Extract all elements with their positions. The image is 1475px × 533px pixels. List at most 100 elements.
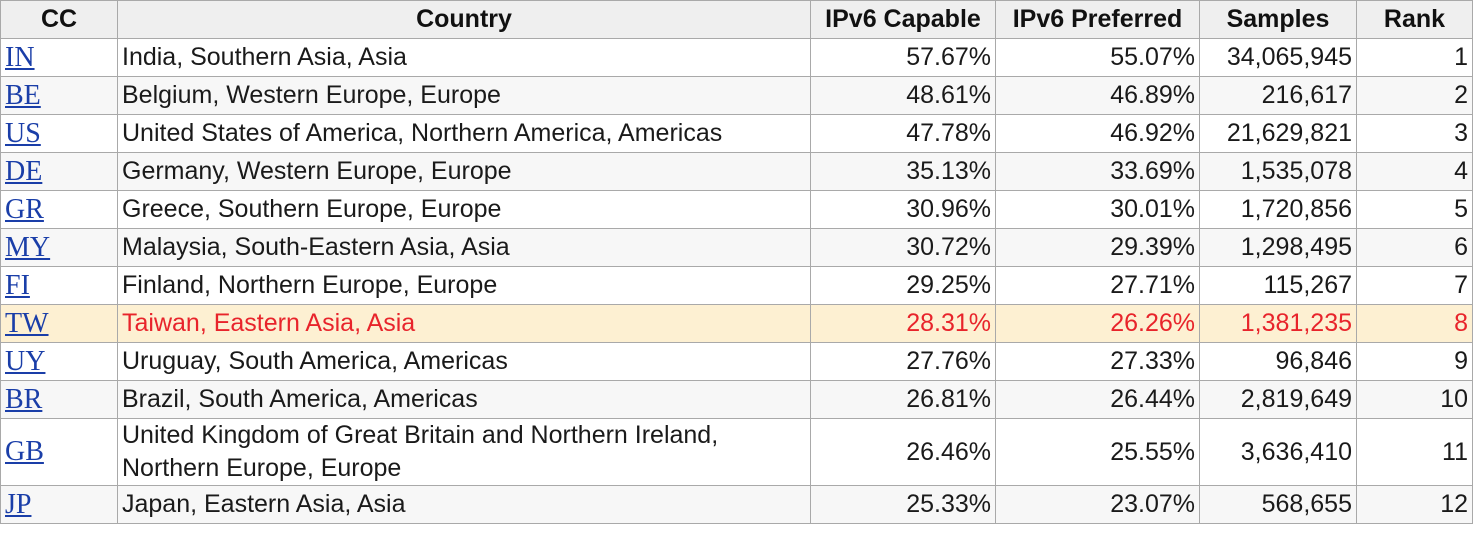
country-name-cell: India, Southern Asia, Asia [117, 38, 811, 77]
rank-cell: 7 [1356, 266, 1473, 305]
rank-cell: 12 [1356, 485, 1473, 524]
country-code-link[interactable]: IN [5, 41, 35, 73]
ipv6-preferred-cell: 26.44% [995, 380, 1200, 419]
ipv6-preferred-cell: 27.33% [995, 342, 1200, 381]
column-header-ipv6-preferred: IPv6 Preferred [995, 0, 1200, 39]
column-header-ipv6-capable: IPv6 Capable [810, 0, 996, 39]
country-code-link[interactable]: MY [5, 231, 51, 263]
ipv6-capable-cell: 48.61% [810, 76, 996, 115]
country-code-link[interactable]: FI [5, 269, 30, 301]
country-name-cell: Uruguay, South America, Americas [117, 342, 811, 381]
country-name-cell: Belgium, Western Europe, Europe [117, 76, 811, 115]
column-header-rank: Rank [1356, 0, 1473, 39]
country-code-cell: DE [0, 152, 118, 191]
rank-cell: 5 [1356, 190, 1473, 229]
ipv6-capable-cell: 25.33% [810, 485, 996, 524]
country-code-link[interactable]: JP [5, 488, 32, 520]
column-header-samples: Samples [1199, 0, 1357, 39]
ipv6-preferred-cell: 46.89% [995, 76, 1200, 115]
country-name-cell: Finland, Northern Europe, Europe [117, 266, 811, 305]
samples-cell: 96,846 [1199, 342, 1357, 381]
rank-cell: 8 [1356, 304, 1473, 343]
country-name-cell: United States of America, Northern Ameri… [117, 114, 811, 153]
country-code-cell: TW [0, 304, 118, 343]
ipv6-capable-cell: 29.25% [810, 266, 996, 305]
ipv6-preferred-cell: 30.01% [995, 190, 1200, 229]
table-row: GR Greece, Southern Europe, Europe 30.96% 3… [0, 190, 1473, 229]
table-body: IN India, Southern Asia, Asia 57.67% 55.07%… [0, 38, 1473, 524]
country-code-link[interactable]: TW [5, 307, 49, 339]
country-code-cell: BE [0, 76, 118, 115]
samples-cell: 2,819,649 [1199, 380, 1357, 419]
samples-cell: 568,655 [1199, 485, 1357, 524]
country-code-cell: US [0, 114, 118, 153]
ipv6-capable-cell: 30.72% [810, 228, 996, 267]
country-name-cell: Japan, Eastern Asia, Asia [117, 485, 811, 524]
country-code-link[interactable]: BE [5, 79, 41, 111]
ipv6-capable-cell: 57.67% [810, 38, 996, 77]
country-code-link[interactable]: GB [5, 436, 44, 467]
rank-cell: 6 [1356, 228, 1473, 267]
table-row: IN India, Southern Asia, Asia 57.67% 55.07%… [0, 38, 1473, 77]
country-name-cell: Germany, Western Europe, Europe [117, 152, 811, 191]
country-code-cell: MY [0, 228, 118, 267]
ipv6-capable-cell: 30.96% [810, 190, 996, 229]
ipv6-capable-cell: 28.31% [810, 304, 996, 343]
country-name-cell: Brazil, South America, Americas [117, 380, 811, 419]
rank-cell: 4 [1356, 152, 1473, 191]
ipv6-preferred-cell: 23.07% [995, 485, 1200, 524]
table-row: FI Finland, Northern Europe, Europe 29.25%… [0, 266, 1473, 305]
country-code-link[interactable]: DE [5, 155, 43, 187]
samples-cell: 1,381,235 [1199, 304, 1357, 343]
ipv6-preferred-cell: 27.71% [995, 266, 1200, 305]
table-row: US United States of America, Northern Ame… [0, 114, 1473, 153]
country-name-cell: United Kingdom of Great Britain and Nort… [117, 418, 811, 486]
samples-cell: 216,617 [1199, 76, 1357, 115]
country-code-cell: FI [0, 266, 118, 305]
ipv6-capable-cell: 26.81% [810, 380, 996, 419]
ipv6-preferred-cell: 29.39% [995, 228, 1200, 267]
table-row: BE Belgium, Western Europe, Europe 48.61% 4… [0, 76, 1473, 115]
ipv6-preferred-cell: 26.26% [995, 304, 1200, 343]
country-code-cell: JP [0, 485, 118, 524]
ipv6-preferred-cell: 25.55% [995, 418, 1200, 486]
samples-cell: 21,629,821 [1199, 114, 1357, 153]
rank-cell: 11 [1356, 418, 1473, 486]
column-header-country: Country [117, 0, 811, 39]
samples-cell: 1,535,078 [1199, 152, 1357, 191]
header-row: CC Country IPv6 Capable IPv6 Preferred S… [0, 0, 1473, 39]
rank-cell: 2 [1356, 76, 1473, 115]
samples-cell: 3,636,410 [1199, 418, 1357, 486]
ipv6-preferred-cell: 46.92% [995, 114, 1200, 153]
country-code-link[interactable]: GR [5, 193, 44, 225]
rank-cell: 10 [1356, 380, 1473, 419]
table-row: TW Taiwan, Eastern Asia, Asia 28.31% 26.26%… [0, 304, 1473, 343]
samples-cell: 1,720,856 [1199, 190, 1357, 229]
rank-cell: 1 [1356, 38, 1473, 77]
ipv6-capable-cell: 26.46% [810, 418, 996, 486]
ipv6-capable-cell: 27.76% [810, 342, 996, 381]
table-row: JP Japan, Eastern Asia, Asia 25.33% 23.07% 5… [0, 485, 1473, 524]
country-code-link[interactable]: US [5, 117, 41, 149]
country-code-cell: UY [0, 342, 118, 381]
country-code-link[interactable]: UY [5, 345, 46, 377]
table-row: GB United Kingdom of Great Britain and No… [0, 418, 1473, 486]
country-name-cell: Taiwan, Eastern Asia, Asia [117, 304, 811, 343]
country-code-cell: BR [0, 380, 118, 419]
rank-cell: 9 [1356, 342, 1473, 381]
samples-cell: 34,065,945 [1199, 38, 1357, 77]
country-code-cell: GB [0, 418, 118, 486]
ipv6-preferred-cell: 33.69% [995, 152, 1200, 191]
samples-cell: 115,267 [1199, 266, 1357, 305]
table-row: BR Brazil, South America, Americas 26.81% 2… [0, 380, 1473, 419]
table-row: DE Germany, Western Europe, Europe 35.13% 3… [0, 152, 1473, 191]
country-name-cell: Greece, Southern Europe, Europe [117, 190, 811, 229]
ipv6-capable-cell: 35.13% [810, 152, 996, 191]
table-row: MY Malaysia, South-Eastern Asia, Asia 30.7… [0, 228, 1473, 267]
country-code-link[interactable]: BR [5, 383, 43, 415]
country-code-cell: IN [0, 38, 118, 77]
table-row: UY Uruguay, South America, Americas 27.76%… [0, 342, 1473, 381]
column-header-cc: CC [0, 0, 118, 39]
country-code-cell: GR [0, 190, 118, 229]
